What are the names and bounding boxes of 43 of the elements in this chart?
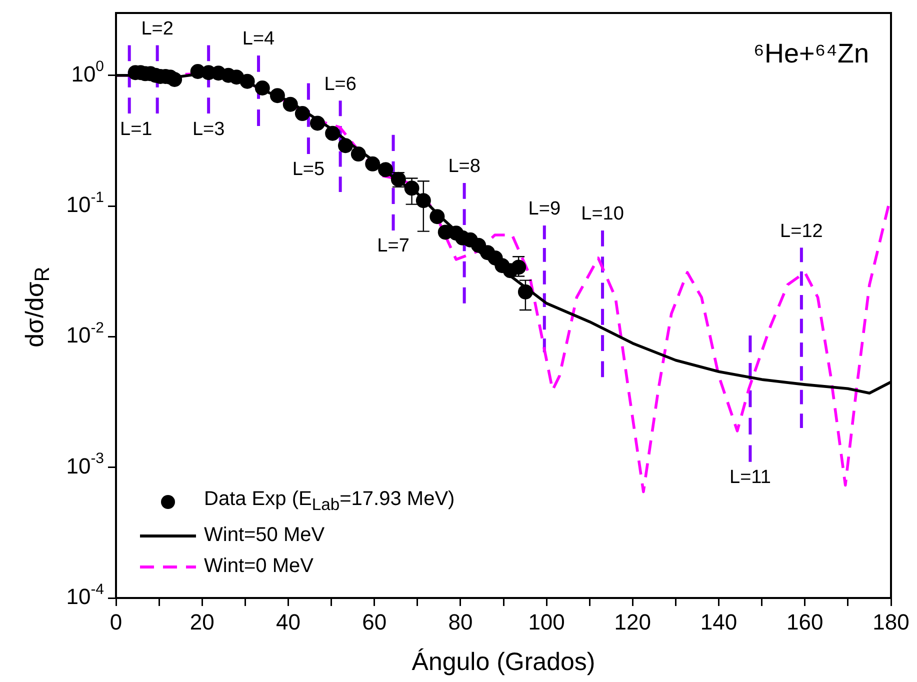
annotation: L=3 [192,118,225,140]
annotation: L=10 [581,204,624,225]
x-tick-label: 160 [786,609,824,634]
x-tick-label: 100 [528,609,565,634]
point [240,74,255,89]
point [254,80,270,96]
point [430,209,445,224]
annotation: L=2 [141,18,174,40]
annotation: ⁶He+⁶⁴Zn [753,38,870,68]
legend-label: Wint=0 MeV [204,554,314,579]
point [350,146,366,162]
point [518,284,533,300]
annotation: L=1 [120,118,152,140]
point [282,96,298,112]
point [310,116,325,131]
x-axis-title: Ángulo (Grados) [412,648,596,676]
annotation: L=5 [292,159,325,180]
x-tick-label: 20 [190,609,214,634]
x-tick-label: 60 [362,609,387,634]
point [294,106,310,122]
annotation: L=4 [242,28,276,50]
point [416,193,431,208]
legend-label: Wint=50 MeV [204,523,325,548]
point [365,156,380,172]
point [378,162,394,178]
x-tick-label: 120 [614,609,652,634]
x-tick-label: 180 [872,609,910,634]
annotation: L=11 [730,467,771,488]
annotation: L=12 [780,220,823,242]
legend-label: Data Exp (E$_{Lab}$=17.93 MeV) [204,487,455,516]
annotation: L=8 [448,156,480,178]
annotation: L=9 [528,198,561,220]
x-tick-label: 40 [276,609,300,634]
point [167,72,182,87]
annotation: L=7 [377,236,410,257]
annotation: L=6 [324,74,356,95]
x-tick-label: 0 [110,609,122,634]
x-tick-label: 80 [448,609,473,634]
x-tick-label: 140 [700,609,738,634]
point [511,260,526,275]
point [325,126,340,141]
point [338,138,353,154]
point [270,88,285,104]
